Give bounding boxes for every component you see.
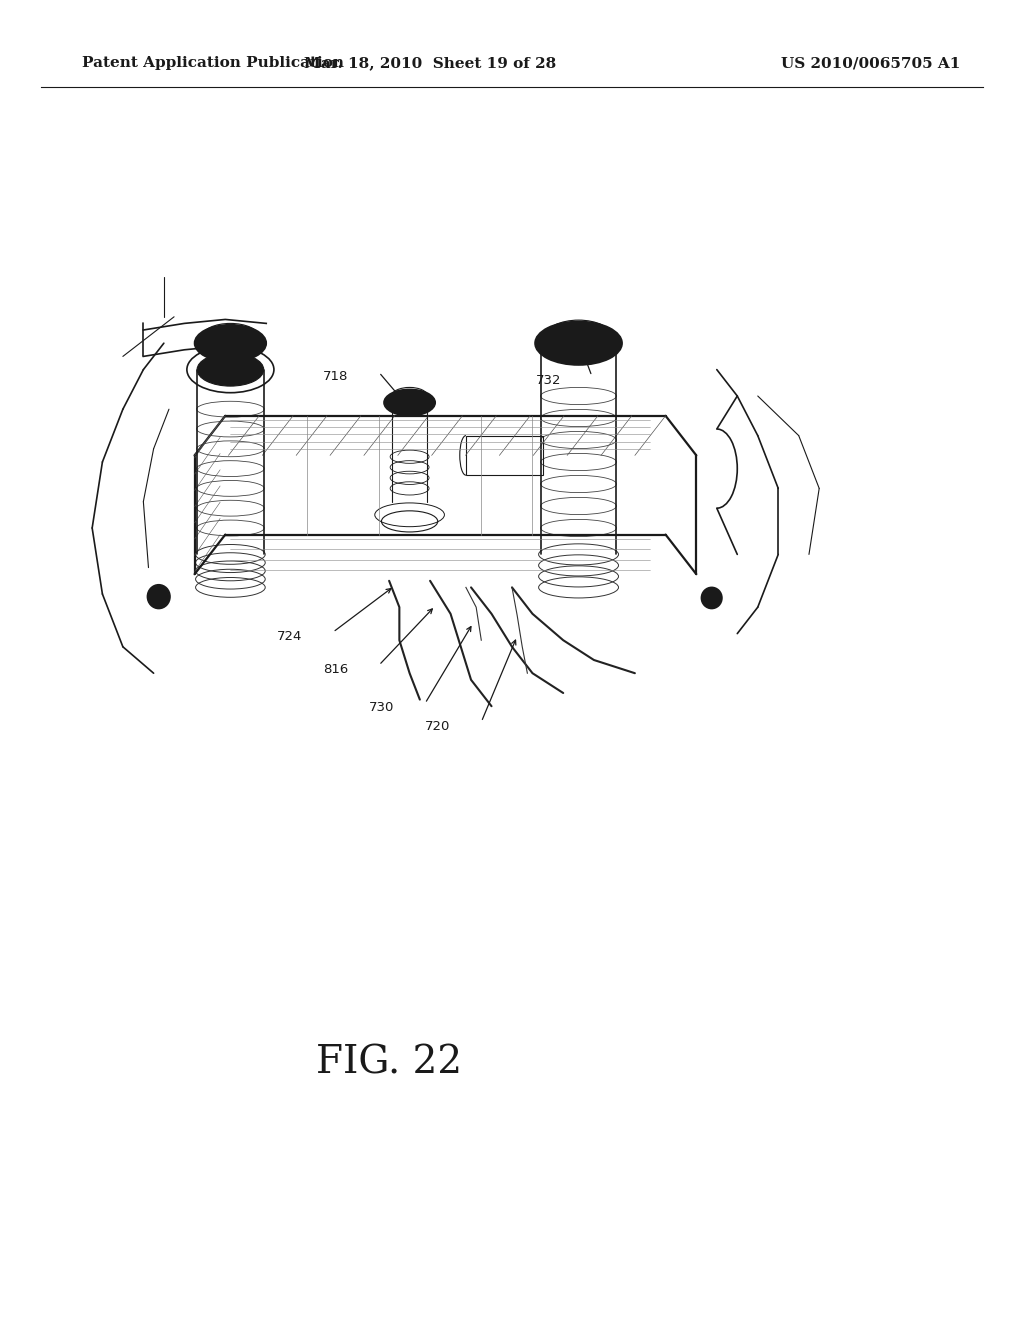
Ellipse shape xyxy=(195,325,266,362)
Text: US 2010/0065705 A1: US 2010/0065705 A1 xyxy=(780,57,961,70)
Bar xyxy=(466,436,543,475)
Ellipse shape xyxy=(197,354,264,385)
Text: 718: 718 xyxy=(323,370,348,383)
Text: 816: 816 xyxy=(323,663,348,676)
Text: Patent Application Publication: Patent Application Publication xyxy=(82,57,344,70)
Text: 732: 732 xyxy=(536,374,561,387)
Text: Mar. 18, 2010  Sheet 19 of 28: Mar. 18, 2010 Sheet 19 of 28 xyxy=(304,57,556,70)
Text: 724: 724 xyxy=(276,630,302,643)
Ellipse shape xyxy=(147,585,170,609)
Text: 720: 720 xyxy=(425,719,451,733)
Ellipse shape xyxy=(701,587,722,609)
Ellipse shape xyxy=(535,322,622,364)
Text: 730: 730 xyxy=(369,701,394,714)
Text: FIG. 22: FIG. 22 xyxy=(316,1044,462,1081)
Ellipse shape xyxy=(384,389,435,416)
